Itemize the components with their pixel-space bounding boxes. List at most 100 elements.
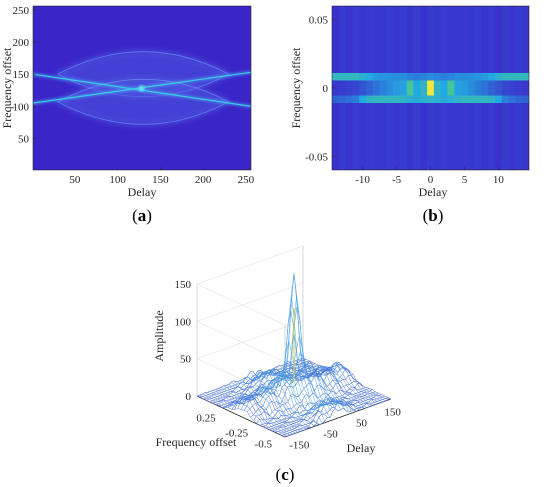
panel-b-center-cell (427, 80, 435, 96)
panel-c-x-axis-label: Delay (347, 441, 376, 455)
panel-c-wall-grid (196, 321, 286, 363)
panel-c-x-tick-label: 50 (356, 417, 368, 429)
panel-c-x-tick-label: -150 (289, 440, 310, 452)
panel-c-mesh-line (268, 365, 357, 412)
panel-c-x-tick-label: -50 (323, 429, 338, 441)
panel-a: 50 100 150 200 250 50 100 150 200 250 Delay Freq… (0, 5, 255, 225)
panel-b: -10 -5 0 5 10 -0.05 0 0.05 Delay Frequency off… (289, 5, 530, 225)
panel-b-center-cell (393, 80, 401, 96)
panel-b-center-cell (345, 80, 353, 96)
panel-c-wall-grid (196, 283, 304, 322)
panel-a-y-axis-label: Frequency offset (0, 47, 14, 128)
panel-a-crossing-point (138, 85, 145, 92)
panel-c-y-tick-label: -0.5 (255, 439, 273, 451)
panel-a-y-tick-label: 200 (13, 37, 30, 49)
panel-c-mesh-line (228, 384, 317, 424)
panel-c-z-tick-label: 150 (175, 279, 192, 291)
panel-c-mesh-line (247, 294, 336, 409)
panel-b-x-tick-label: 5 (462, 174, 468, 186)
panel-b-y-ticks: -0.05 0 0.05 (305, 15, 335, 163)
panel-b-center-cell (352, 80, 360, 96)
panel-b-center-cell (433, 80, 441, 96)
panel-c-mesh-line (273, 368, 362, 408)
panel-b-center-cell (522, 80, 529, 96)
panel-a-x-tick-label: 200 (195, 174, 212, 186)
panel-b-center-cell (467, 80, 475, 96)
panel-c-mesh-line (231, 379, 320, 425)
panel-b-center-cell (365, 80, 374, 96)
panel-b-center-cell (332, 80, 340, 96)
panel-c-mesh-line (196, 395, 286, 438)
panel-b-y-tick-label: 0 (323, 83, 329, 95)
panel-b-caption: (b) (423, 206, 444, 225)
panel-c-mesh-line (284, 364, 373, 406)
panel-b-center-cell (372, 80, 380, 96)
panel-b-center-cell (508, 80, 516, 96)
panel-c-y-axis-label: Frequency offset (156, 435, 237, 449)
panel-c-wall-grid (196, 320, 304, 359)
panel-b-center-cell (406, 80, 414, 96)
panel-c-mesh-line (281, 365, 370, 407)
panel-c-mesh-line (297, 359, 386, 402)
panel-c-surface-mesh (196, 273, 392, 438)
panel-b-center-cell (386, 80, 394, 96)
panel-c-mesh-line (265, 360, 355, 410)
panel-b-center-cell (338, 80, 346, 96)
panel-b-center-cell (501, 80, 509, 96)
panel-c-mesh-line (292, 361, 381, 404)
panel-c-mesh-line (218, 387, 307, 430)
panel-c-x-tick-label: 150 (384, 406, 401, 418)
panel-b-center-cell (495, 80, 503, 96)
panel-b-center-cell (481, 80, 489, 96)
panel-c-mesh-line (300, 358, 389, 400)
panel-a-x-tick-label: 100 (109, 174, 126, 186)
panel-b-center-cell (488, 80, 496, 96)
panel-b-x-ticks: -10 -5 0 5 10 (355, 167, 504, 186)
panel-b-x-tick-label: 0 (428, 174, 434, 186)
panel-b-center-cell (420, 80, 428, 96)
panel-a-y-tick-label: 100 (13, 101, 30, 113)
panel-c-mesh-line (220, 383, 309, 428)
panel-a-x-axis-label: Delay (128, 185, 157, 199)
panel-c-z-tick-label: 0 (186, 391, 192, 403)
panel-c-mesh-line (236, 372, 326, 422)
panel-c-z-tick-label: 50 (180, 354, 192, 366)
panel-b-center-cell (447, 80, 455, 96)
panel-b-center-cell (413, 80, 421, 96)
panel-a-x-tick-label: 250 (238, 174, 255, 186)
panel-c-mesh-line (199, 394, 288, 437)
panel-c-mesh-line (295, 360, 384, 403)
panel-a-y-ticks: 50 100 150 200 250 (13, 5, 36, 145)
panel-c-y-tick-label: -0.25 (225, 428, 248, 440)
panel-b-x-tick-label: -10 (355, 174, 370, 186)
panel-c-mesh-line (223, 385, 312, 428)
panel-b-y-axis-label: Frequency offset (289, 47, 303, 128)
panel-b-x-tick-label: -5 (392, 174, 402, 186)
panel-b-x-axis-label: Delay (419, 185, 448, 199)
panel-b-center-cell (359, 80, 367, 96)
panel-c-z-tick-label: 100 (175, 316, 192, 328)
panel-c-mesh-line (207, 391, 296, 434)
panel-c-y-tick-label: 0.25 (196, 412, 216, 424)
panel-c-mesh-line (244, 340, 333, 412)
panel-a-y-tick-label: 150 (13, 69, 30, 81)
panel-a-x-tick-label: 50 (69, 174, 81, 186)
panel-b-center-cell (440, 80, 448, 96)
panel-a-x-tick-label: 150 (152, 174, 169, 186)
panel-c-caption: (c) (276, 465, 295, 484)
panel-a-caption: (a) (132, 206, 152, 225)
panel-b-center-cell (515, 80, 523, 96)
panel-b-center-cell (379, 80, 387, 96)
panel-c-wall-grid (196, 245, 304, 285)
panel-a-heatmap-features (33, 51, 251, 125)
panel-a-y-tick-label: 250 (13, 5, 30, 17)
panel-c-mesh-line (287, 363, 376, 405)
panel-c-wall-grid (196, 283, 286, 326)
panel-b-heatmap-cells (332, 6, 529, 170)
panel-b-center-cell (461, 80, 469, 96)
panel-c-mesh-line (225, 384, 315, 427)
panel-c: 0 50 100 150 -150 -50 50 150 0.25 -0.25 -0.5 Ampli… (152, 245, 402, 484)
panel-a-y-tick-label: 50 (18, 133, 30, 145)
panel-c-ticks: 0 50 100 150 -150 -50 50 150 0.25 -0.25 -0.5 (175, 279, 402, 452)
